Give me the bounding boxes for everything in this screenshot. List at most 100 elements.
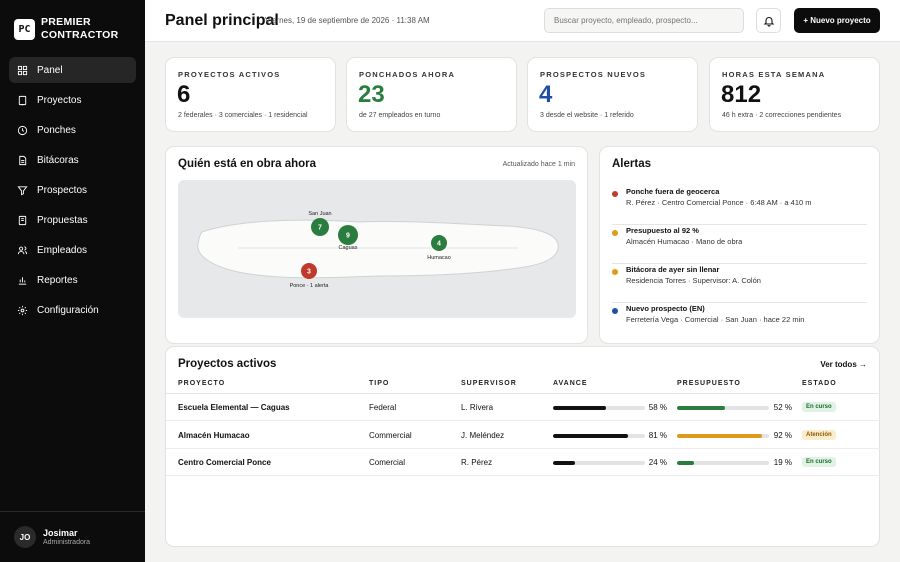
page-title: Panel principal bbox=[165, 12, 279, 29]
marker-dot bbox=[301, 263, 317, 279]
sidebar-item-label: Panel bbox=[37, 64, 63, 76]
map-markers: 7 San Juan 9 Caguas 4 Humacao 3 Ponce · 1 alert… bbox=[290, 211, 451, 289]
status-badge: En curso bbox=[802, 402, 836, 412]
progress-fill bbox=[553, 406, 607, 410]
col-project[interactable]: PROYECTO bbox=[178, 380, 226, 387]
kpi-label: PROYECTOS ACTIVOS bbox=[178, 70, 281, 79]
map-updated: Actualizado hace 1 min bbox=[502, 161, 575, 168]
table-divider bbox=[166, 393, 880, 394]
bell-icon bbox=[763, 16, 774, 27]
alert-title: Bitácora de ayer sin llenar bbox=[626, 265, 720, 274]
table-row[interactable]: Escuela Elemental — Caguas Federal L. Rive… bbox=[166, 394, 880, 421]
col-progress[interactable]: AVANCE bbox=[553, 380, 588, 387]
new-project-button[interactable]: + Nuevo proyecto bbox=[794, 8, 880, 33]
sidebar-item-prospectos[interactable]: Prospectos bbox=[9, 177, 136, 203]
sidebar-item-bitacoras[interactable]: Bitácoras bbox=[9, 147, 136, 173]
sidebar-item-reportes[interactable]: Reportes bbox=[9, 267, 136, 293]
sidebar-item-empleados[interactable]: Empleados bbox=[9, 237, 136, 263]
project-supervisor: R. Pérez bbox=[461, 458, 493, 467]
table-row[interactable]: Centro Comercial Ponce Comercial R. Pérez 2… bbox=[166, 449, 880, 476]
map-marker-caguas[interactable]: 9 Caguas bbox=[338, 225, 358, 251]
sidebar-item-label: Empleados bbox=[37, 244, 88, 256]
map-svg: 7 San Juan 9 Caguas 4 Humacao 3 Ponce · 1 alert… bbox=[197, 211, 559, 289]
sidebar-item-label: Ponches bbox=[37, 124, 76, 136]
brand-line-2: CONTRACTOR bbox=[41, 29, 119, 41]
budget-fill bbox=[677, 461, 695, 465]
brand-name: PREMIER CONTRACTOR bbox=[41, 16, 118, 42]
projects-title: Proyectos activos bbox=[178, 358, 277, 370]
sidebar-item-label: Propuestas bbox=[37, 214, 88, 226]
sidebar-item-label: Bitácoras bbox=[37, 154, 79, 166]
sidebar-item-configuracion[interactable]: Configuración bbox=[9, 297, 136, 323]
alert-item[interactable]: Nuevo prospecto (EN) Ferretería Vega · Co… bbox=[612, 304, 867, 342]
project-type: Comercial bbox=[369, 458, 406, 467]
kpi-label: HORAS ESTA SEMANA bbox=[722, 70, 826, 79]
user-role: Administradora bbox=[43, 539, 91, 546]
map-marker-ponce[interactable]: 3 Ponce · 1 alerta bbox=[290, 263, 330, 289]
search-input[interactable] bbox=[544, 8, 744, 33]
sidebar-item-ponches[interactable]: Ponches bbox=[9, 117, 136, 143]
marker-count: 3 bbox=[307, 269, 311, 276]
kpi-card: HORAS ESTA SEMANA 812 46 h extra · 2 corre… bbox=[709, 57, 880, 132]
marker-label: Humacao bbox=[427, 255, 451, 261]
view-all-link[interactable]: Ver todos → bbox=[820, 360, 867, 369]
brand-logo: PC bbox=[14, 18, 35, 40]
progress-bar bbox=[553, 461, 645, 465]
sidebar-item-label: Reportes bbox=[37, 274, 78, 286]
sidebar-item-proyectos[interactable]: Proyectos bbox=[9, 87, 136, 113]
grid-icon bbox=[17, 65, 28, 76]
gear-icon bbox=[17, 305, 28, 316]
kpi-value: 812 bbox=[721, 81, 762, 108]
marker-count: 7 bbox=[318, 225, 322, 232]
project-type: Commercial bbox=[369, 430, 412, 440]
marker-dot bbox=[338, 225, 358, 245]
marker-count: 9 bbox=[346, 233, 350, 240]
table-row[interactable]: Almacén Humacao Commercial J. Meléndez 81 %… bbox=[166, 422, 880, 449]
island-map[interactable]: 7 San Juan 9 Caguas 4 Humacao 3 Ponce · 1 alert… bbox=[178, 180, 576, 318]
col-type[interactable]: TIPO bbox=[369, 380, 390, 387]
progress-percent: 58 % bbox=[648, 403, 667, 412]
alert-item[interactable]: Bitácora de ayer sin llenar Residencia To… bbox=[612, 265, 867, 303]
progress-fill bbox=[553, 433, 628, 438]
user-name: Josimar bbox=[43, 528, 78, 538]
file-icon bbox=[17, 215, 28, 226]
user-profile[interactable]: JO Josimar Administradora bbox=[0, 511, 145, 562]
col-supervisor[interactable]: SUPERVISOR bbox=[461, 380, 517, 387]
marker-count: 4 bbox=[437, 241, 441, 248]
map-card: Quién está en obra ahora Actualizado hac… bbox=[165, 146, 588, 344]
project-name: Escuela Elemental — Caguas bbox=[178, 403, 290, 412]
marker-label: Caguas bbox=[339, 245, 358, 251]
map-title: Quién está en obra ahora bbox=[178, 158, 317, 170]
notifications-button[interactable] bbox=[756, 8, 781, 33]
col-budget[interactable]: PRESUPUESTO bbox=[677, 380, 741, 387]
alert-desc: R. Pérez · Centro Comercial Ponce · 6:48… bbox=[626, 198, 812, 207]
budget-bar bbox=[677, 433, 769, 438]
sidebar-nav: Panel Proyectos Ponches Bitácoras Prospectos… bbox=[9, 57, 136, 327]
sidebar-item-label: Configuración bbox=[37, 304, 99, 316]
map-marker-humacao[interactable]: 4 Humacao bbox=[427, 235, 451, 261]
kpi-label: PROSPECTOS NUEVOS bbox=[540, 70, 647, 79]
status-badge: En curso bbox=[802, 457, 836, 467]
col-status[interactable]: ESTADO bbox=[802, 380, 837, 387]
budget-bar bbox=[677, 406, 769, 410]
budget-bar bbox=[677, 461, 769, 465]
progress-percent: 24 % bbox=[648, 458, 667, 467]
alert-title: Ponche fuera de geocerca bbox=[626, 187, 720, 196]
sidebar-item-propuestas[interactable]: Propuestas bbox=[9, 207, 136, 233]
budget-percent: 19 % bbox=[773, 458, 792, 467]
alert-desc: Ferretería Vega · Comercial · San Juan ·… bbox=[626, 315, 805, 324]
brand[interactable]: PC PREMIER CONTRACTOR bbox=[14, 16, 118, 42]
sidebar-item-panel[interactable]: Panel bbox=[9, 57, 136, 83]
alert-item[interactable]: Presupuesto al 92 % Almacén Humacao · Man… bbox=[612, 226, 867, 264]
map-marker-san-juan[interactable]: 7 San Juan bbox=[308, 211, 332, 236]
alert-dot bbox=[612, 230, 618, 236]
kpi-card: PROSPECTOS NUEVOS 4 3 desde el website · 1… bbox=[527, 57, 698, 132]
budget-fill bbox=[677, 406, 725, 410]
budget-fill bbox=[677, 433, 762, 438]
filter-icon bbox=[17, 185, 28, 196]
alert-item[interactable]: Ponche fuera de geocerca R. Pérez · Centr… bbox=[612, 187, 867, 225]
marker-dot bbox=[431, 235, 447, 251]
topbar: Panel principal Viernes, 19 de septiembr… bbox=[145, 0, 900, 42]
project-supervisor: L. Rivera bbox=[461, 403, 494, 412]
kpi-subtext: 2 federales · 3 comerciales · 1 residenc… bbox=[178, 112, 308, 119]
